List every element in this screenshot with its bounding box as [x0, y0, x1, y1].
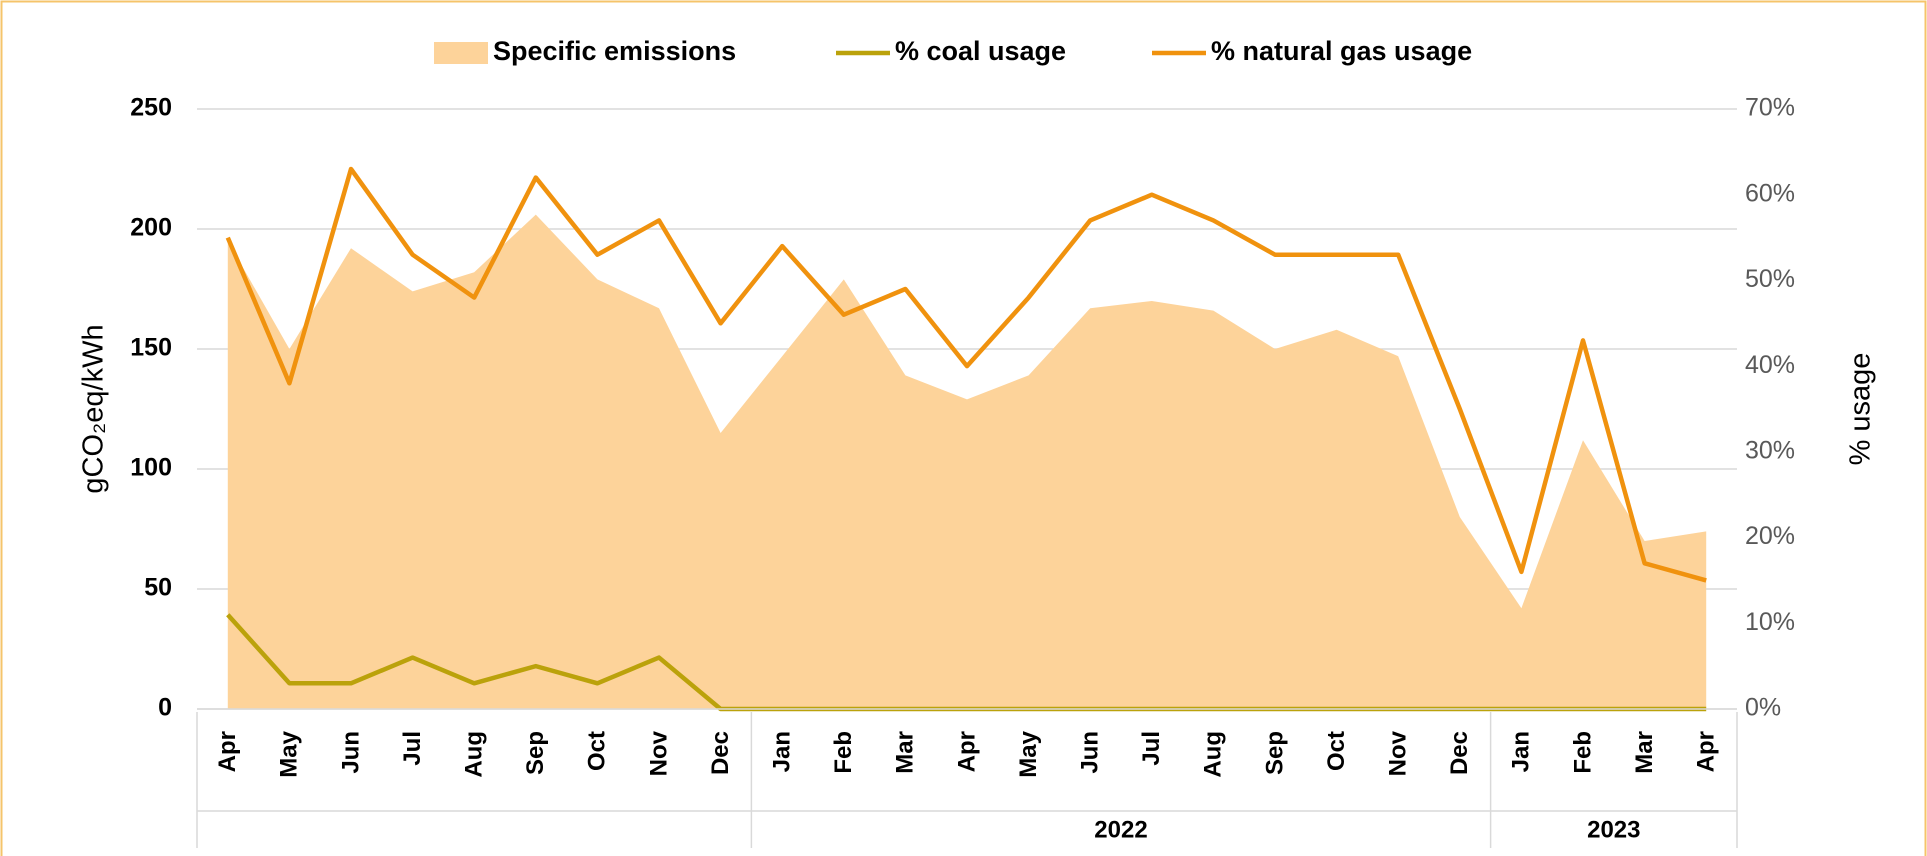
area: [227, 214, 1707, 709]
x-tick-label: May: [1015, 730, 1042, 777]
y2-tick-label: 70%: [1745, 94, 1795, 122]
y-axis-title: gCO₂eq/kWh: [78, 324, 110, 493]
x-tick-label: Jul: [399, 731, 426, 766]
legend-label: % natural gas usage: [1211, 36, 1472, 66]
x-tick-label: Jan: [769, 731, 796, 772]
x-tick-label: Dec: [707, 731, 734, 775]
line: [225, 166, 1707, 583]
x-tick-label: Feb: [830, 731, 857, 774]
x-tick-label: Jun: [337, 731, 364, 774]
x-tick-label: Sep: [1261, 731, 1288, 775]
x-tick-label: Apr: [953, 731, 980, 772]
legend-label: % coal usage: [895, 36, 1066, 66]
y-tick-label: 100: [130, 454, 172, 482]
x-tick-label: Jun: [1077, 731, 1104, 774]
y2-tick-label: 10%: [1745, 608, 1795, 636]
x-tick-label: Sep: [522, 731, 549, 775]
x-tick-label: Oct: [1323, 731, 1350, 771]
y-tick-label: 250: [130, 94, 172, 122]
x-tick-label: Jan: [1508, 731, 1535, 772]
y2-tick-label: 60%: [1745, 179, 1795, 207]
legend-swatch: [434, 42, 488, 64]
y2-tick-label: 0%: [1745, 694, 1781, 722]
y-tick-label: 200: [130, 214, 172, 242]
x-tick-label: May: [276, 730, 303, 777]
y2-tick-label: 40%: [1745, 351, 1795, 379]
x-tick-label: Mar: [1631, 731, 1658, 774]
group-label: 2023: [1587, 816, 1640, 843]
x-tick-label: Apr: [214, 731, 241, 772]
y2-axis-title: % usage: [1845, 353, 1877, 466]
x-tick-label: Jul: [1138, 731, 1165, 766]
x-tick-label: Aug: [1200, 731, 1227, 778]
y2-tick-label: 20%: [1745, 522, 1795, 550]
x-tick-label: Nov: [645, 730, 672, 776]
x-tick-label: Nov: [1385, 730, 1412, 776]
y2-tick-label: 30%: [1745, 436, 1795, 464]
x-tick-label: Oct: [584, 731, 611, 771]
legend-label: Specific emissions: [493, 36, 736, 66]
x-tick-label: Aug: [461, 731, 488, 778]
y-tick-label: 0: [158, 694, 172, 722]
y-tick-label: 50: [144, 574, 172, 602]
y-tick-label: 150: [130, 334, 172, 362]
group-label: 2022: [1094, 816, 1147, 843]
x-tick-label: Mar: [892, 731, 919, 774]
x-tick-label: Feb: [1569, 731, 1596, 774]
x-tick-label: Dec: [1446, 731, 1473, 775]
y2-tick-label: 50%: [1745, 265, 1795, 293]
x-tick-label: Apr: [1693, 731, 1720, 772]
